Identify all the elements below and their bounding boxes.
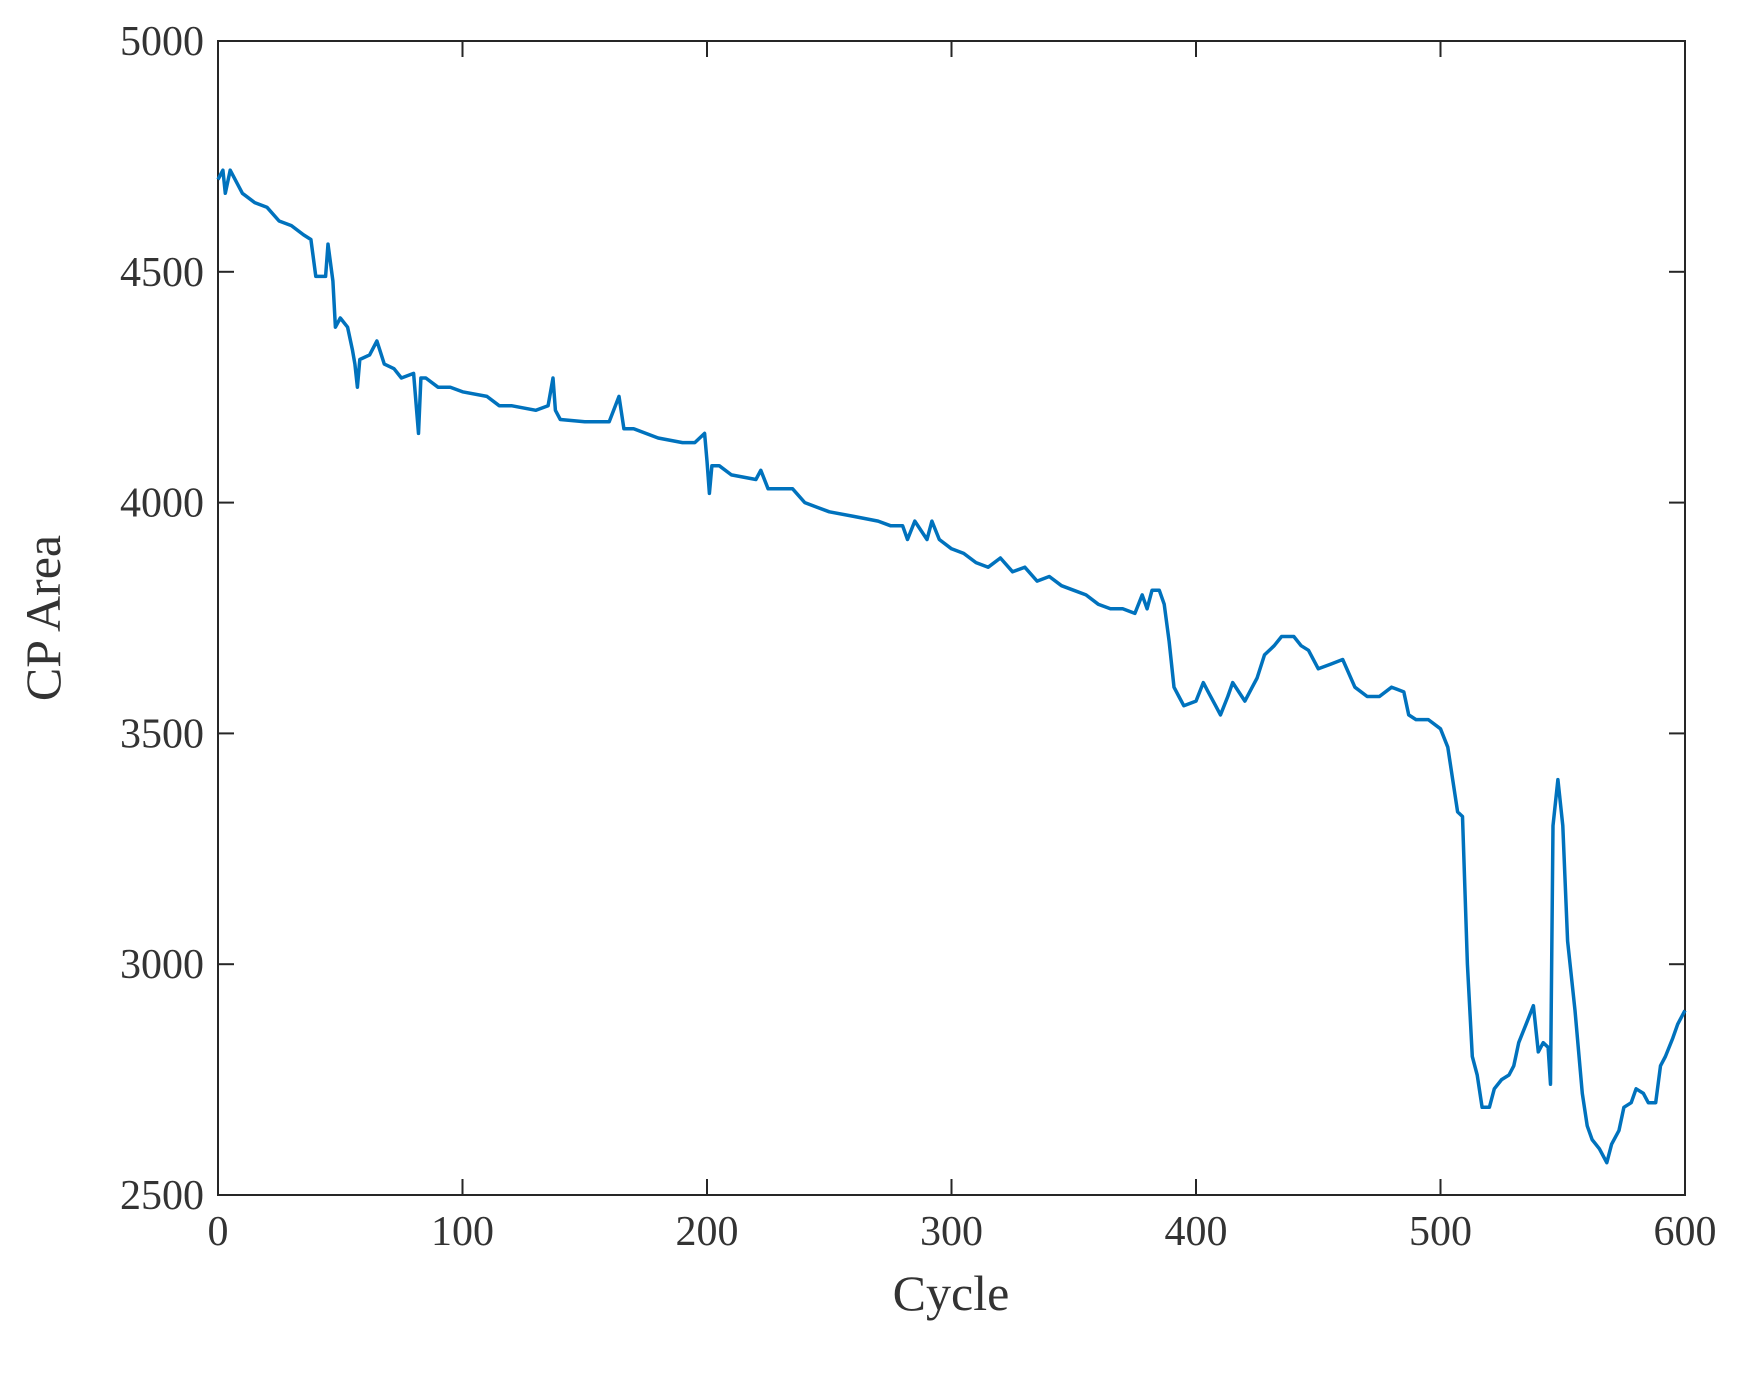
y-tick-label: 4000 [120, 481, 204, 527]
x-tick-label: 200 [676, 1209, 739, 1255]
y-tick-label: 4500 [120, 250, 204, 296]
x-tick-label: 600 [1654, 1209, 1717, 1255]
x-tick-label: 100 [431, 1209, 494, 1255]
y-axis-label: CP Area [15, 535, 71, 701]
x-tick-label: 0 [208, 1209, 229, 1255]
y-tick-label: 2500 [120, 1173, 204, 1219]
data-line [216, 168, 1687, 1165]
y-tick-label: 3000 [120, 942, 204, 988]
x-tick-label: 400 [1165, 1209, 1228, 1255]
y-tick-label: 3500 [120, 711, 204, 757]
y-tick-label: 5000 [120, 19, 204, 65]
x-tick-label: 300 [920, 1209, 983, 1255]
x-axis-label: Cycle [893, 1265, 1010, 1321]
plot-frame [217, 40, 1686, 1196]
x-tick-label: 500 [1409, 1209, 1472, 1255]
